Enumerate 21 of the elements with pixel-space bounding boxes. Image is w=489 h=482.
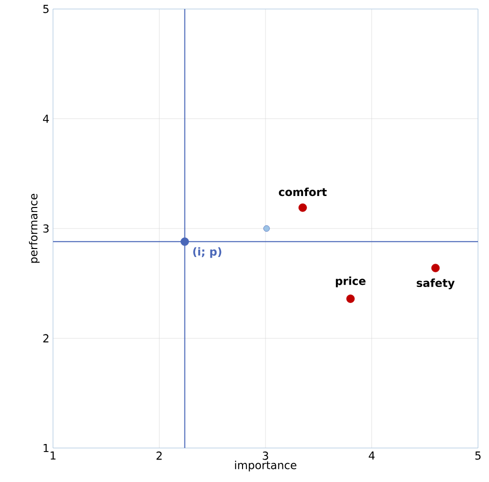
y-axis-title: performance	[28, 194, 40, 263]
point	[263, 225, 270, 232]
y-tick-label: 4	[43, 114, 49, 123]
series-label: safety	[416, 278, 455, 290]
x-tick-label: 3	[262, 452, 268, 460]
x-axis-title: importance	[235, 460, 296, 472]
y-tick-label: 2	[43, 334, 48, 342]
y-tick-label: 3	[43, 224, 49, 233]
series-label: (i; p)	[193, 247, 222, 258]
y-tick-label: 1	[44, 444, 48, 452]
point	[180, 237, 189, 246]
x-tick-label: 5	[475, 452, 481, 460]
x-tick-label: 1	[50, 452, 56, 460]
point	[431, 264, 440, 272]
x-tick-label: 4	[368, 452, 375, 460]
point	[298, 203, 307, 212]
x-tick-label: 2	[156, 452, 162, 460]
point	[346, 294, 355, 303]
series-label: comfort	[278, 188, 327, 196]
y-tick-label: 5	[43, 4, 49, 14]
series-label: price	[336, 276, 366, 288]
